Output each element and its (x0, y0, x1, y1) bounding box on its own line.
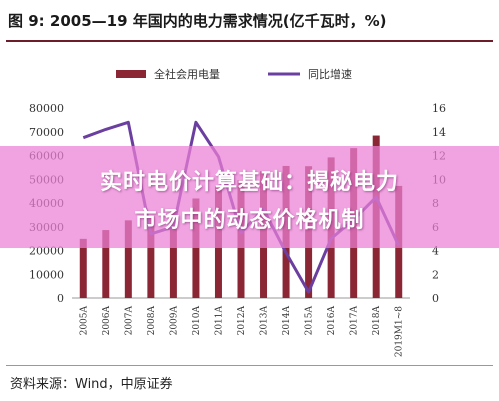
x-tick-label: 2016A (327, 306, 337, 336)
legend-bar-swatch (116, 70, 146, 78)
overlay-headline-line1: 实时电价计算基础：揭秘电力 (99, 170, 399, 195)
figure-title: 图 9: 2005—19 年国内的电力需求情况(亿千瓦时，%) (8, 12, 387, 30)
title-divider (6, 40, 493, 42)
x-tick-label: 2018A (372, 306, 382, 336)
bar (79, 238, 87, 298)
x-tick-label: 2007A (124, 306, 134, 336)
y-left-tick-label: 0 (57, 292, 64, 305)
y-left-tick-label: 80000 (29, 102, 64, 115)
bar (169, 211, 177, 298)
y-right-tick-label: 0 (432, 292, 439, 305)
x-tick-label: 2014A (282, 306, 292, 336)
y-right-tick-label: 14 (432, 126, 446, 139)
x-tick-labels: 2005A 2006A 2007A 2008A 2009A 2010A 2011A 2012A… (79, 306, 404, 358)
x-tick-label: 2010A (192, 306, 202, 336)
x-tick-label: 2011A (214, 306, 224, 336)
x-tick-label: 2013A (260, 306, 270, 336)
x-tick-label: 2012A (237, 306, 247, 336)
x-tick-label: 2008A (147, 306, 157, 336)
y-left-tick-label: 10000 (29, 268, 64, 281)
x-tick-label: 2009A (169, 306, 179, 336)
bar (124, 220, 132, 298)
bar (147, 216, 155, 298)
legend-line-label: 同比增速 (308, 67, 352, 81)
x-tick-label: 2017A (350, 306, 360, 336)
bar (102, 230, 110, 298)
source-note: 资料来源：Wind，中原证券 (10, 377, 173, 392)
promo-overlay-banner (0, 146, 499, 248)
legend-bar-label: 全社会用电量 (154, 67, 220, 81)
y-right-tick-label: 16 (432, 102, 446, 115)
bar (192, 198, 200, 298)
x-tick-label: 2019M1~8 (395, 306, 405, 357)
x-tick-label: 2015A (305, 306, 315, 336)
overlay-headline-line2: 市场中的动态价格机制 (134, 208, 365, 233)
y-right-tick-label: 4 (432, 245, 439, 258)
source-divider (6, 365, 493, 366)
y-left-tick-label: 70000 (29, 126, 64, 139)
chart-legend: 全社会用电量 同比增速 (116, 67, 352, 81)
y-right-tick-label: 2 (432, 268, 439, 281)
x-tick-label: 2005A (79, 306, 89, 336)
x-tick-label: 2006A (102, 306, 112, 336)
